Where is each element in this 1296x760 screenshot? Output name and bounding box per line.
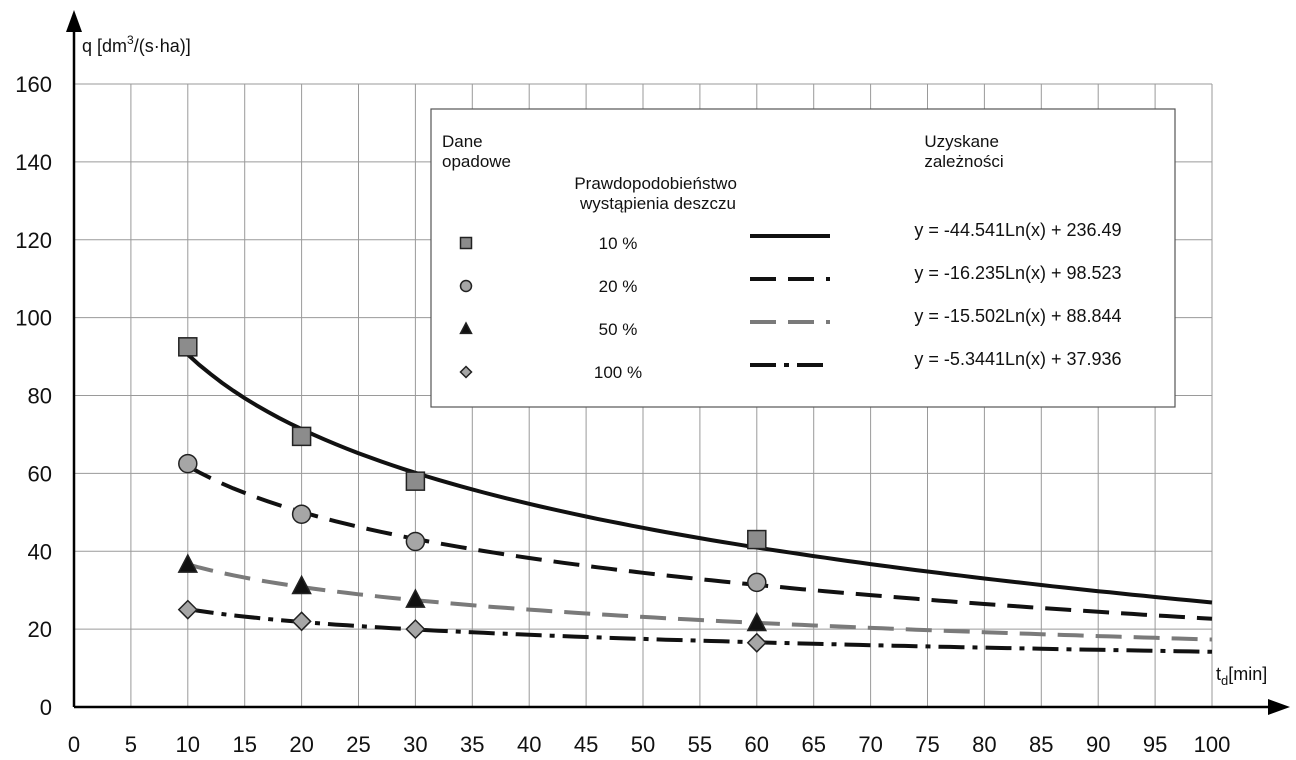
x-tick-label: 35: [460, 732, 484, 757]
y-tick-label: 100: [15, 306, 52, 331]
legend-box: [430, 108, 1176, 408]
data-point-series-2: [178, 453, 198, 474]
legend-marker-diamond: [459, 365, 473, 379]
x-tick-label: 55: [688, 732, 712, 757]
data-point-series-2: [291, 504, 312, 525]
data-point-series-2: [405, 531, 426, 552]
x-tick-label: 100: [1194, 732, 1231, 757]
x-tick-label: 15: [232, 732, 256, 757]
y-tick-label: 40: [28, 539, 52, 564]
legend-col-prob-title: Prawdopodobieństwo wystąpienia deszczu: [574, 174, 741, 213]
y-axis-title: q [dm3/(s·ha)]: [82, 33, 191, 56]
data-point-series-4: [291, 611, 312, 632]
legend-equation: y = -16.235Ln(x) + 98.523: [914, 263, 1121, 283]
x-tick-label: 85: [1029, 732, 1053, 757]
legend-equation: y = -15.502Ln(x) + 88.844: [914, 306, 1121, 326]
legend-probability-label: 50 %: [599, 320, 638, 339]
legend-marker-square: [459, 236, 473, 250]
legend-marker-triangle: [459, 321, 473, 335]
legend-equation: y = -44.541Ln(x) + 236.49: [914, 220, 1121, 240]
x-tick-label: 50: [631, 732, 655, 757]
x-tick-label: 95: [1143, 732, 1167, 757]
data-point-series-3: [405, 588, 426, 608]
x-tick-label: 10: [176, 732, 200, 757]
y-tick-label: 160: [15, 72, 52, 97]
x-tick-label: 60: [745, 732, 769, 757]
x-tick-label: 75: [915, 732, 939, 757]
x-axis-arrow: [1268, 699, 1290, 715]
x-tick-label: 70: [858, 732, 882, 757]
x-axis-title: td[min]: [1216, 664, 1267, 688]
x-tick-label: 90: [1086, 732, 1110, 757]
legend-probability-label: 20 %: [599, 277, 638, 296]
legend-col-eq-title: Uzyskane zależności: [924, 132, 1003, 171]
y-tick-label: 20: [28, 617, 52, 642]
x-tick-label: 0: [68, 732, 80, 757]
legend-col-data-title: Dane opadowe: [442, 132, 511, 171]
axes: [66, 10, 1290, 715]
x-tick-label: 30: [403, 732, 427, 757]
data-point-series-1: [178, 337, 198, 357]
data-point-series-4: [177, 599, 198, 620]
legend-probability-label: 100 %: [594, 363, 642, 382]
fit-curve-series-3: [187, 562, 1213, 642]
y-tick-label: 140: [15, 150, 52, 175]
data-point-series-4: [405, 619, 426, 640]
x-tick-label: 45: [574, 732, 598, 757]
fit-curve-series-4: [187, 607, 1213, 654]
x-tick-label: 80: [972, 732, 996, 757]
fit-curve-series-1: [186, 353, 1213, 605]
data-point-series-4: [746, 632, 767, 653]
x-tick-label: 40: [517, 732, 541, 757]
y-axis-arrow: [66, 10, 82, 32]
data-point-series-1: [291, 426, 312, 447]
data-point-series-1: [405, 471, 426, 491]
legend-equation: y = -5.3441Ln(x) + 37.936: [914, 349, 1121, 369]
y-axis-title-sup: 3: [127, 33, 134, 47]
data-point-series-3: [177, 553, 199, 573]
x-tick-label: 5: [125, 732, 137, 757]
x-axis-title-sub: d: [1221, 673, 1228, 688]
tick-labels: 0 5 10 15 20 25 30 35 40 45 50 55 60 65 70 75 80 85 90 95 10…: [15, 72, 1230, 757]
legend-probability-label: 10 %: [599, 234, 638, 253]
fitted-curves: [186, 353, 1213, 654]
data-point-series-3: [746, 611, 768, 632]
data-point-series-1: [747, 529, 767, 550]
x-tick-label: 25: [346, 732, 370, 757]
data-point-series-2: [747, 572, 767, 593]
legend: Dane opadowe Prawdopodobieństwo wystąpie…: [430, 108, 1176, 408]
y-tick-label: 60: [28, 461, 52, 486]
data-markers: [177, 337, 768, 653]
legend-rows: 10 % y = -44.541Ln(x) + 236.49 20 % y = -16…: [459, 220, 1122, 382]
y-tick-label: 80: [28, 384, 52, 409]
y-tick-label: 120: [15, 228, 52, 253]
y-tick-label: 0: [40, 695, 52, 720]
legend-marker-circle: [459, 279, 473, 293]
x-tick-label: 20: [289, 732, 313, 757]
x-tick-label: 65: [801, 732, 825, 757]
data-point-series-3: [291, 574, 312, 595]
